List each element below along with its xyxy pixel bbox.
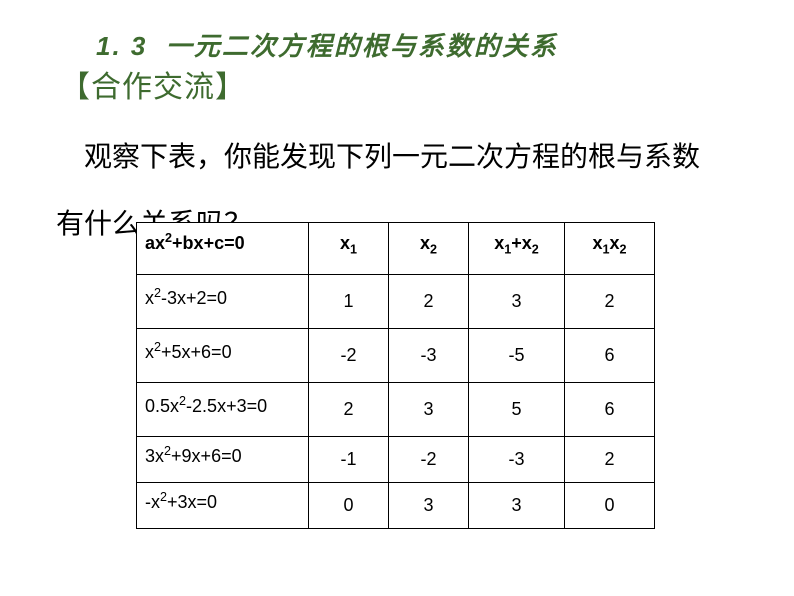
cell-prod: 0	[565, 483, 655, 529]
cell-sum: -3	[469, 437, 565, 483]
roots-table: ax2+bx+c=0 x1 x2 x1+x2 x1x2 x2-3x+2=0123…	[136, 222, 655, 529]
roots-table-wrap: ax2+bx+c=0 x1 x2 x1+x2 x1x2 x2-3x+2=0123…	[136, 222, 655, 529]
cell-equation: x2-3x+2=0	[137, 275, 309, 329]
cell-x2: 3	[389, 483, 469, 529]
cell-x2: 3	[389, 383, 469, 437]
table-row: 0.5x2-2.5x+3=02356	[137, 383, 655, 437]
cell-x1: 2	[309, 383, 389, 437]
cell-sum: -5	[469, 329, 565, 383]
cell-x1: 1	[309, 275, 389, 329]
col-equation: ax2+bx+c=0	[137, 223, 309, 275]
section-text: 一元二次方程的根与系数的关系	[166, 31, 558, 61]
cell-equation: -x2+3x=0	[137, 483, 309, 529]
col-prod: x1x2	[565, 223, 655, 275]
section-title: 1. 3 一元二次方程的根与系数的关系	[96, 26, 558, 63]
cell-prod: 6	[565, 329, 655, 383]
cell-x2: -2	[389, 437, 469, 483]
cell-equation: x2+5x+6=0	[137, 329, 309, 383]
table-header-row: ax2+bx+c=0 x1 x2 x1+x2 x1x2	[137, 223, 655, 275]
cell-equation: 3x2+9x+6=0	[137, 437, 309, 483]
cell-x1: -1	[309, 437, 389, 483]
col-x2: x2	[389, 223, 469, 275]
cell-x1: -2	[309, 329, 389, 383]
col-x1: x1	[309, 223, 389, 275]
table-row: 3x2+9x+6=0-1-2-32	[137, 437, 655, 483]
cell-sum: 3	[469, 275, 565, 329]
cell-sum: 3	[469, 483, 565, 529]
table-row: -x2+3x=00330	[137, 483, 655, 529]
col-sum: x1+x2	[469, 223, 565, 275]
section-number: 1. 3	[96, 31, 147, 61]
table-row: x2-3x+2=01232	[137, 275, 655, 329]
cell-prod: 2	[565, 437, 655, 483]
table-row: x2+5x+6=0-2-3-56	[137, 329, 655, 383]
cell-equation: 0.5x2-2.5x+3=0	[137, 383, 309, 437]
cell-prod: 2	[565, 275, 655, 329]
cell-sum: 5	[469, 383, 565, 437]
cell-prod: 6	[565, 383, 655, 437]
table-body: x2-3x+2=01232x2+5x+6=0-2-3-560.5x2-2.5x+…	[137, 275, 655, 529]
cell-x2: 2	[389, 275, 469, 329]
sub-heading: 【合作交流】	[60, 62, 246, 106]
cell-x1: 0	[309, 483, 389, 529]
cell-x2: -3	[389, 329, 469, 383]
prompt-line-1: 观察下表，你能发现下列一元二次方程的根与系数	[84, 142, 700, 173]
